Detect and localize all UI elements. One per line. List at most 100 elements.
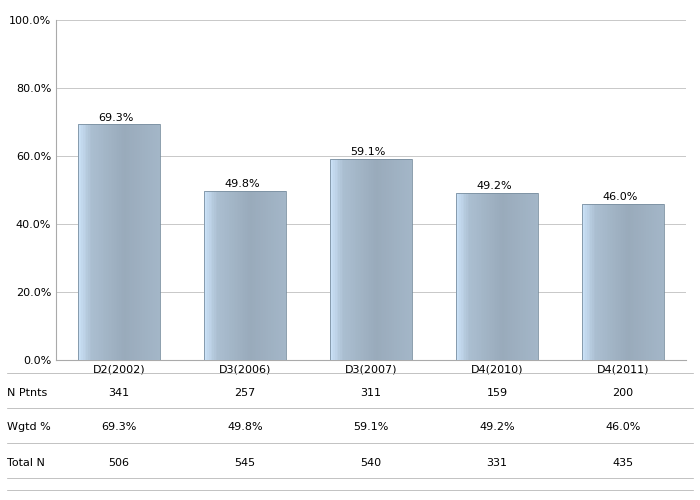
- Bar: [512, 192, 514, 360]
- Bar: [219, 190, 220, 360]
- Bar: [376, 159, 378, 360]
- Bar: [476, 192, 477, 360]
- Bar: [582, 204, 584, 360]
- Bar: [356, 159, 358, 360]
- Bar: [139, 124, 141, 360]
- Bar: [603, 204, 605, 360]
- Bar: [384, 159, 386, 360]
- Bar: [395, 159, 398, 360]
- Bar: [531, 192, 533, 360]
- Bar: [629, 204, 631, 360]
- Bar: [464, 192, 466, 360]
- Bar: [209, 190, 211, 360]
- Bar: [487, 192, 489, 360]
- Bar: [111, 124, 113, 360]
- Bar: [224, 190, 225, 360]
- Bar: [644, 204, 646, 360]
- Text: Wgtd %: Wgtd %: [7, 422, 50, 432]
- Bar: [494, 192, 496, 360]
- Bar: [248, 190, 250, 360]
- Bar: [343, 159, 345, 360]
- Bar: [155, 124, 157, 360]
- Bar: [83, 124, 85, 360]
- Bar: [617, 204, 618, 360]
- Text: 49.8%: 49.8%: [228, 422, 262, 432]
- Text: 46.0%: 46.0%: [606, 422, 640, 432]
- Bar: [119, 124, 121, 360]
- Bar: [283, 190, 284, 360]
- Bar: [607, 204, 608, 360]
- Bar: [132, 124, 134, 360]
- Bar: [145, 124, 147, 360]
- Bar: [363, 159, 365, 360]
- Bar: [261, 190, 263, 360]
- Bar: [244, 190, 245, 360]
- Bar: [332, 159, 333, 360]
- Bar: [235, 190, 237, 360]
- Bar: [536, 192, 538, 360]
- Bar: [150, 124, 152, 360]
- Bar: [525, 192, 526, 360]
- Bar: [78, 124, 160, 360]
- Text: 49.2%: 49.2%: [480, 422, 514, 432]
- Bar: [134, 124, 136, 360]
- Bar: [108, 124, 109, 360]
- Bar: [374, 159, 376, 360]
- Bar: [214, 190, 216, 360]
- Bar: [515, 192, 517, 360]
- Bar: [330, 159, 412, 360]
- Bar: [486, 192, 487, 360]
- Bar: [113, 124, 114, 360]
- Bar: [641, 204, 643, 360]
- Bar: [217, 190, 219, 360]
- Bar: [330, 159, 332, 360]
- Bar: [497, 192, 499, 360]
- Bar: [335, 159, 337, 360]
- Bar: [471, 192, 472, 360]
- Bar: [368, 159, 370, 360]
- Bar: [204, 190, 286, 360]
- Bar: [96, 124, 98, 360]
- Bar: [250, 190, 252, 360]
- Bar: [365, 159, 366, 360]
- Bar: [463, 192, 464, 360]
- Bar: [652, 204, 655, 360]
- Bar: [399, 159, 400, 360]
- Bar: [346, 159, 348, 360]
- Bar: [377, 159, 379, 360]
- Bar: [104, 124, 106, 360]
- Bar: [353, 159, 355, 360]
- Bar: [157, 124, 158, 360]
- Text: 59.1%: 59.1%: [351, 148, 386, 158]
- Bar: [459, 192, 461, 360]
- Bar: [473, 192, 474, 360]
- Bar: [125, 124, 127, 360]
- Bar: [482, 192, 484, 360]
- Bar: [624, 204, 626, 360]
- Bar: [456, 192, 458, 360]
- Bar: [274, 190, 277, 360]
- Bar: [394, 159, 395, 360]
- Bar: [492, 192, 493, 360]
- Bar: [386, 159, 388, 360]
- Text: 545: 545: [234, 458, 255, 468]
- Bar: [608, 204, 610, 360]
- Bar: [656, 204, 657, 360]
- Bar: [530, 192, 531, 360]
- Bar: [590, 204, 592, 360]
- Bar: [582, 204, 664, 360]
- Bar: [496, 192, 497, 360]
- Bar: [152, 124, 153, 360]
- Bar: [246, 190, 248, 360]
- Bar: [340, 159, 342, 360]
- Bar: [500, 192, 502, 360]
- Bar: [342, 159, 343, 360]
- Bar: [268, 190, 270, 360]
- Bar: [98, 124, 99, 360]
- Bar: [605, 204, 607, 360]
- Bar: [622, 204, 623, 360]
- Bar: [114, 124, 116, 360]
- Bar: [491, 192, 492, 360]
- Bar: [116, 124, 118, 360]
- Text: 331: 331: [486, 458, 507, 468]
